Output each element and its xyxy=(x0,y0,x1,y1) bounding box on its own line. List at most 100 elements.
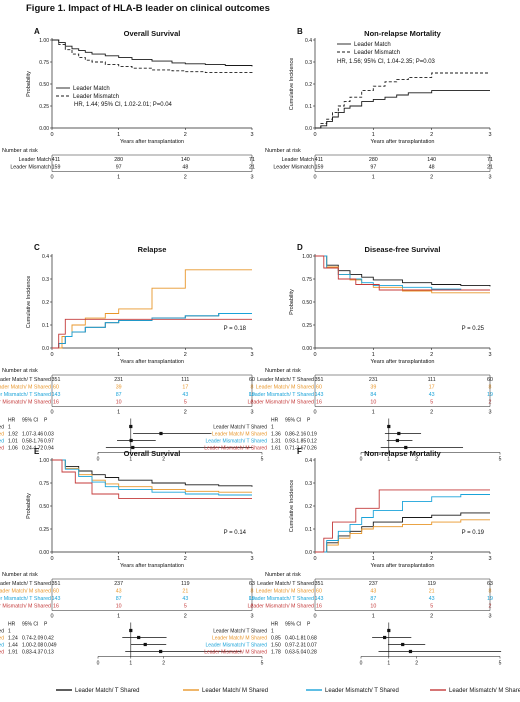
figure-title: Figure 1. Impact of HLA-B leader on clin… xyxy=(26,3,270,14)
risk-value: 111 xyxy=(428,377,436,383)
y-tick-label: 0.1 xyxy=(305,527,312,533)
legend-label: Leader Match/ T Shared xyxy=(75,688,140,694)
panel-letter: C xyxy=(34,243,40,252)
risk-value: 16 xyxy=(53,400,59,406)
annotation: P = 0.19 xyxy=(462,530,485,536)
forest-row-label: Leader Mismatch/ M Shared xyxy=(0,446,4,452)
risk-value: 5 xyxy=(430,400,433,406)
x-tick-label: 2 xyxy=(184,352,187,358)
risk-x-tick: 0 xyxy=(50,614,53,620)
series-line xyxy=(315,72,490,129)
risk-value: 351 xyxy=(315,377,324,383)
y-tick-label: 1.00 xyxy=(39,458,49,464)
forest-row-label: Leader Mismatch/ M Shared xyxy=(0,650,4,656)
y-tick-label: 0.25 xyxy=(39,527,49,533)
x-tick-label: 1 xyxy=(372,132,375,138)
x-axis-label: Years after transplantation xyxy=(120,563,184,569)
risk-x-tick: 3 xyxy=(488,175,491,181)
legend-label: Leader Mismatch/ M Shared xyxy=(449,688,520,694)
legend-label: Leader Mismatch xyxy=(354,50,400,56)
risk-value: 5 xyxy=(184,400,187,406)
risk-row-label: Leader Match/ T Shared xyxy=(257,581,314,587)
forest-row-label: Leader Match/ M Shared xyxy=(0,636,4,642)
forest-p: 0.28 xyxy=(307,650,317,656)
risk-header: Number at risk xyxy=(2,368,38,374)
series-line xyxy=(52,313,252,349)
y-tick-label: 0.1 xyxy=(42,323,49,329)
forest-p: 0.07 xyxy=(307,643,317,649)
forest-p: 0.94 xyxy=(44,446,54,452)
risk-row-label: Leader Match/ M Shared xyxy=(256,589,314,595)
forest-row-label: Leader Match/ T Shared xyxy=(0,425,4,431)
forest-tick-label: 0 xyxy=(97,661,100,667)
forest-p: 0.12 xyxy=(307,439,317,445)
forest-ci: 0.74-2.09 xyxy=(22,636,43,642)
risk-row-label: Leader Mismatch/ T Shared xyxy=(0,596,51,602)
series-line xyxy=(52,39,253,67)
risk-row-label: Leader Match/ T Shared xyxy=(0,581,51,587)
panel-letter: D xyxy=(297,243,303,252)
forest-point xyxy=(129,438,133,443)
risk-value: 16 xyxy=(316,604,322,610)
risk-value: 17 xyxy=(429,385,435,391)
x-tick-label: 2 xyxy=(430,352,433,358)
risk-value: 10 xyxy=(370,400,376,406)
risk-x-tick: 1 xyxy=(372,175,375,181)
x-axis-label: Years after transplantation xyxy=(120,139,184,145)
x-tick-label: 1 xyxy=(372,352,375,358)
forest-tick-label: 5 xyxy=(261,457,264,463)
risk-value: 10 xyxy=(116,400,122,406)
forest-hr: 1.61 xyxy=(271,446,281,452)
risk-value: 97 xyxy=(370,165,376,171)
forest-header: HR xyxy=(8,622,16,628)
risk-value: 60 xyxy=(316,589,322,595)
forest-header: HR xyxy=(271,418,279,424)
forest-p: 0.42 xyxy=(44,636,54,642)
risk-value: 237 xyxy=(114,581,123,587)
risk-x-tick: 0 xyxy=(50,175,53,181)
forest-tick-label: 1 xyxy=(129,457,132,463)
forest-p: 0.26 xyxy=(307,446,317,452)
y-tick-label: 0.0 xyxy=(305,126,312,132)
forest-ci: 0.83-4.37 xyxy=(22,650,43,656)
y-tick-label: 0.00 xyxy=(39,126,49,132)
y-tick-label: 0.00 xyxy=(302,346,312,352)
risk-value: 143 xyxy=(315,596,324,602)
forest-point xyxy=(404,445,408,450)
forest-point xyxy=(159,431,163,436)
risk-value: 159 xyxy=(315,165,324,171)
y-axis-label: Probability xyxy=(26,493,32,519)
forest-ci: 0.93-1.85 xyxy=(285,439,306,445)
forest-hr: 1.92 xyxy=(8,432,18,438)
forest-hr: 1.01 xyxy=(8,439,18,445)
series-line xyxy=(315,255,490,291)
risk-header: Number at risk xyxy=(265,148,301,154)
y-tick-label: 0.2 xyxy=(305,82,312,88)
risk-value: 10 xyxy=(370,604,376,610)
risk-row-label: Leader Match/ M shared xyxy=(0,589,51,595)
forest-hr: 1 xyxy=(8,425,11,431)
x-tick-label: 1 xyxy=(117,352,120,358)
risk-value: 231 xyxy=(114,377,123,383)
panel-F: F Non-relapse Mortality 0.0 0.1 0.2 0.3 0.4 0 1 2… xyxy=(204,447,501,667)
risk-value: 280 xyxy=(114,157,123,163)
forest-tick-label: 0 xyxy=(97,457,100,463)
forest-ci: 0.24-4.72 xyxy=(22,446,43,452)
forest-header: P xyxy=(44,418,48,424)
panel-E: E Overall Survival 0.00 0.25 0.50 0.75 1.00 0 1 2… xyxy=(0,447,264,667)
risk-value: 231 xyxy=(369,377,378,383)
forest-tick-label: 1 xyxy=(387,661,390,667)
risk-x-tick: 1 xyxy=(117,614,120,620)
forest-tick-label: 5 xyxy=(499,457,502,463)
forest-header: 95% CI xyxy=(22,622,38,628)
risk-value: 43 xyxy=(429,392,435,398)
forest-row-label: Leader Mismatch/ T Shared xyxy=(205,439,267,445)
risk-value: 43 xyxy=(182,392,188,398)
risk-row-label: Leader Mismatch/ M Shared xyxy=(247,604,314,610)
risk-row-label: Leader Match/ T Shared xyxy=(0,377,51,383)
y-tick-label: 0.3 xyxy=(305,481,312,487)
forest-hr: 1 xyxy=(271,425,274,431)
risk-x-tick: 2 xyxy=(430,410,433,416)
risk-row-label: Leader Match xyxy=(19,157,51,163)
panel-title: Disease-free Survival xyxy=(365,245,441,254)
